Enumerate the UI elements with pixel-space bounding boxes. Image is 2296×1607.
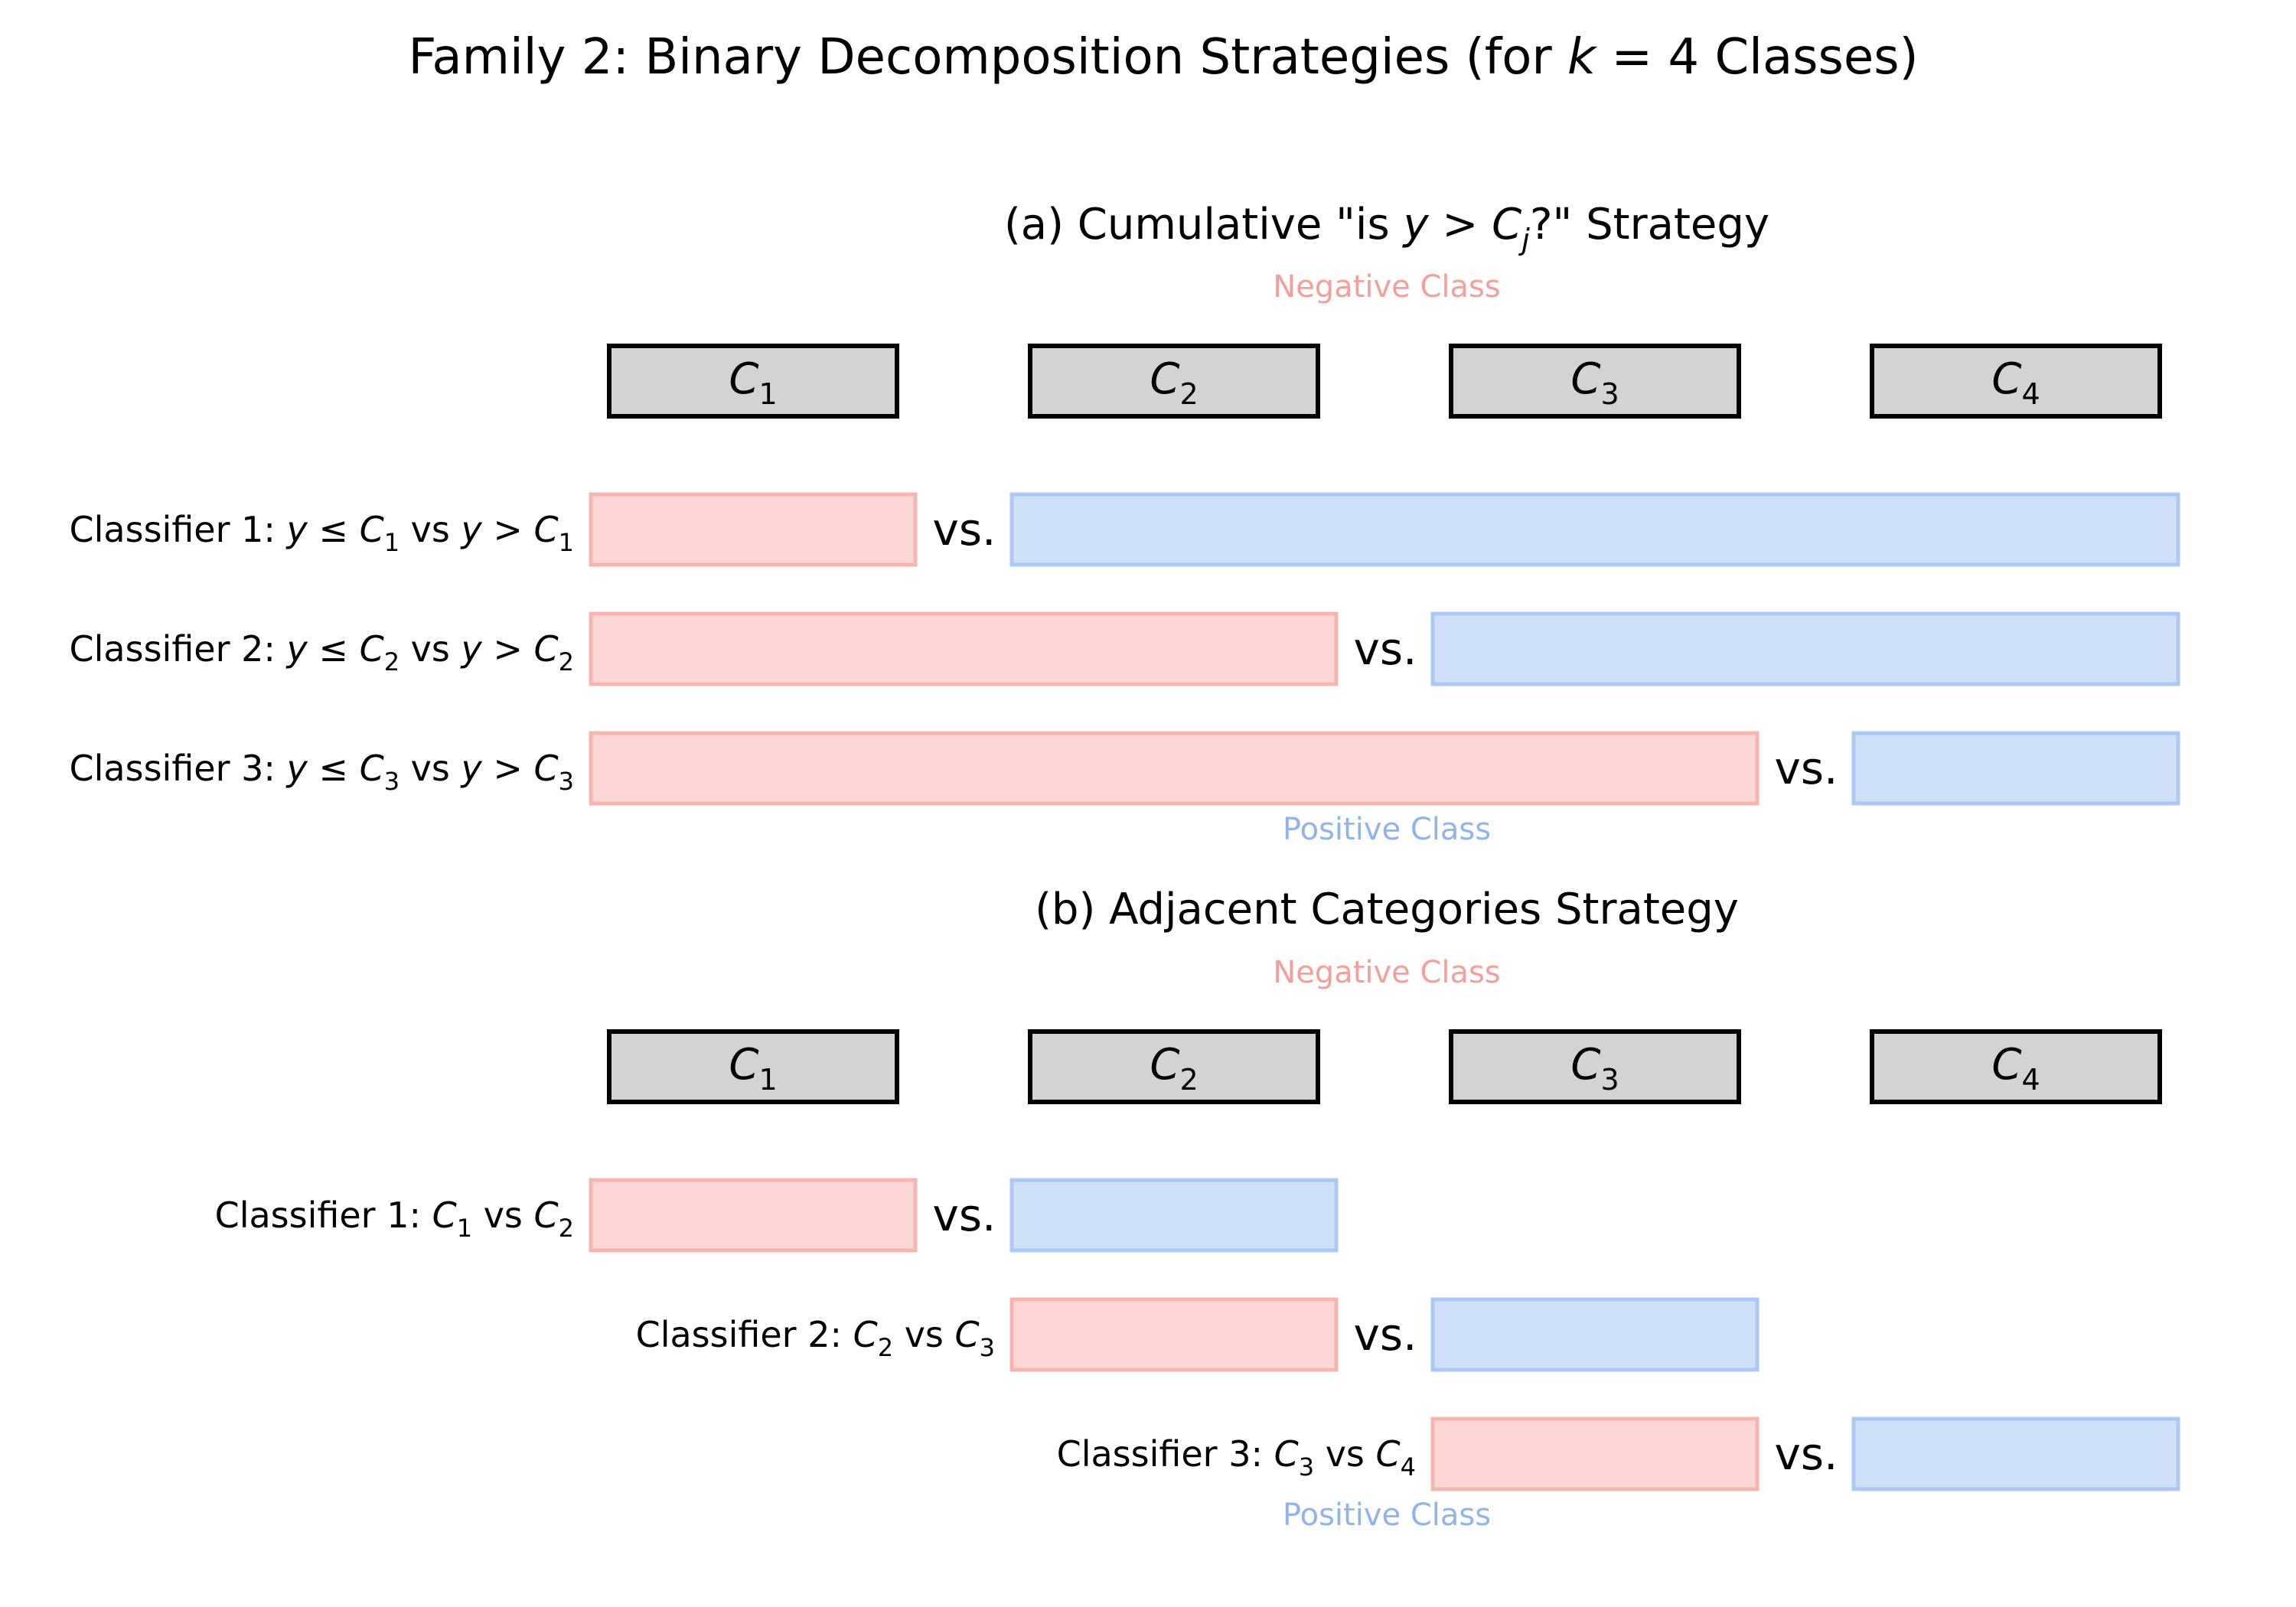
negative-bar-3 [1430,1416,1760,1491]
negative-bar-2 [589,611,1339,686]
class-boxes: C1 C2 C3 C4 [607,1029,2162,1104]
classifier-label-2: Classifier 2: y ≤ C2 vs y > C2 [70,628,574,676]
positive-class-label: Positive Class [1283,1498,1491,1533]
class-boxes: C1 C2 C3 C4 [607,344,2162,419]
class-box-1 [607,344,899,419]
vs-separator-2: vs. [1354,1309,1417,1361]
panel-a: (a) Cumulative "is y > Cj?" Strategy Neg… [70,200,2180,847]
class-label-3: C3 [1570,1040,1619,1097]
classifier-label-1: Classifier 1: y ≤ C1 vs y > C1 [70,509,574,557]
vs-separator-2: vs. [1354,623,1417,675]
vs-separator-3: vs. [1775,1428,1838,1480]
classifier-label-1: Classifier 1: C1 vs C2 [215,1195,574,1243]
positive-bar-3 [1851,731,2180,806]
class-box-3 [1449,344,1741,419]
class-box-4 [1870,344,2162,419]
class-box-3 [1449,1029,1741,1104]
classifier-rows: vs. Classifier 1: y ≤ C1 vs y > C1 vs. Clas… [70,492,2180,806]
vs-separator-1: vs. [933,1189,996,1241]
positive-bar-2 [1430,611,2180,686]
panel-b-title: (b) Adjacent Categories Strategy [1035,885,1739,934]
figure-title: Family 2: Binary Decomposition Strategie… [408,29,1918,86]
negative-bar-3 [589,731,1760,806]
class-box-2 [1028,344,1320,419]
positive-bar-2 [1430,1297,1760,1372]
negative-class-label: Negative Class [1273,955,1500,990]
class-label-1: C1 [729,354,777,411]
positive-bar-3 [1851,1416,2180,1491]
vs-separator-1: vs. [933,504,996,556]
class-label-3: C3 [1570,354,1619,411]
class-label-4: C4 [1991,354,2040,411]
vs-separator-3: vs. [1775,742,1838,794]
class-box-1 [607,1029,899,1104]
panel-b: (b) Adjacent Categories Strategy Negativ… [215,885,2180,1533]
negative-bar-1 [589,492,918,567]
classifier-label-3: Classifier 3: y ≤ C3 vs y > C3 [70,748,574,796]
class-label-2: C2 [1150,1040,1198,1097]
classifier-rows: vs. Classifier 1: C1 vs C2 vs. Classifier 2… [215,1178,2180,1491]
class-box-2 [1028,1029,1320,1104]
class-label-2: C2 [1150,354,1198,411]
classifier-label-2: Classifier 2: C2 vs C3 [636,1314,995,1362]
positive-bar-1 [1009,492,2180,567]
negative-bar-1 [589,1178,918,1253]
class-box-4 [1870,1029,2162,1104]
classifier-label-3: Classifier 3: C3 vs C4 [1057,1433,1416,1482]
class-label-4: C4 [1991,1040,2040,1097]
class-label-1: C1 [729,1040,777,1097]
negative-class-label: Negative Class [1273,269,1500,305]
positive-bar-1 [1009,1178,1339,1253]
negative-bar-2 [1009,1297,1339,1372]
panel-a-title: (a) Cumulative "is y > Cj?" Strategy [1004,200,1769,256]
positive-class-label: Positive Class [1283,812,1491,847]
